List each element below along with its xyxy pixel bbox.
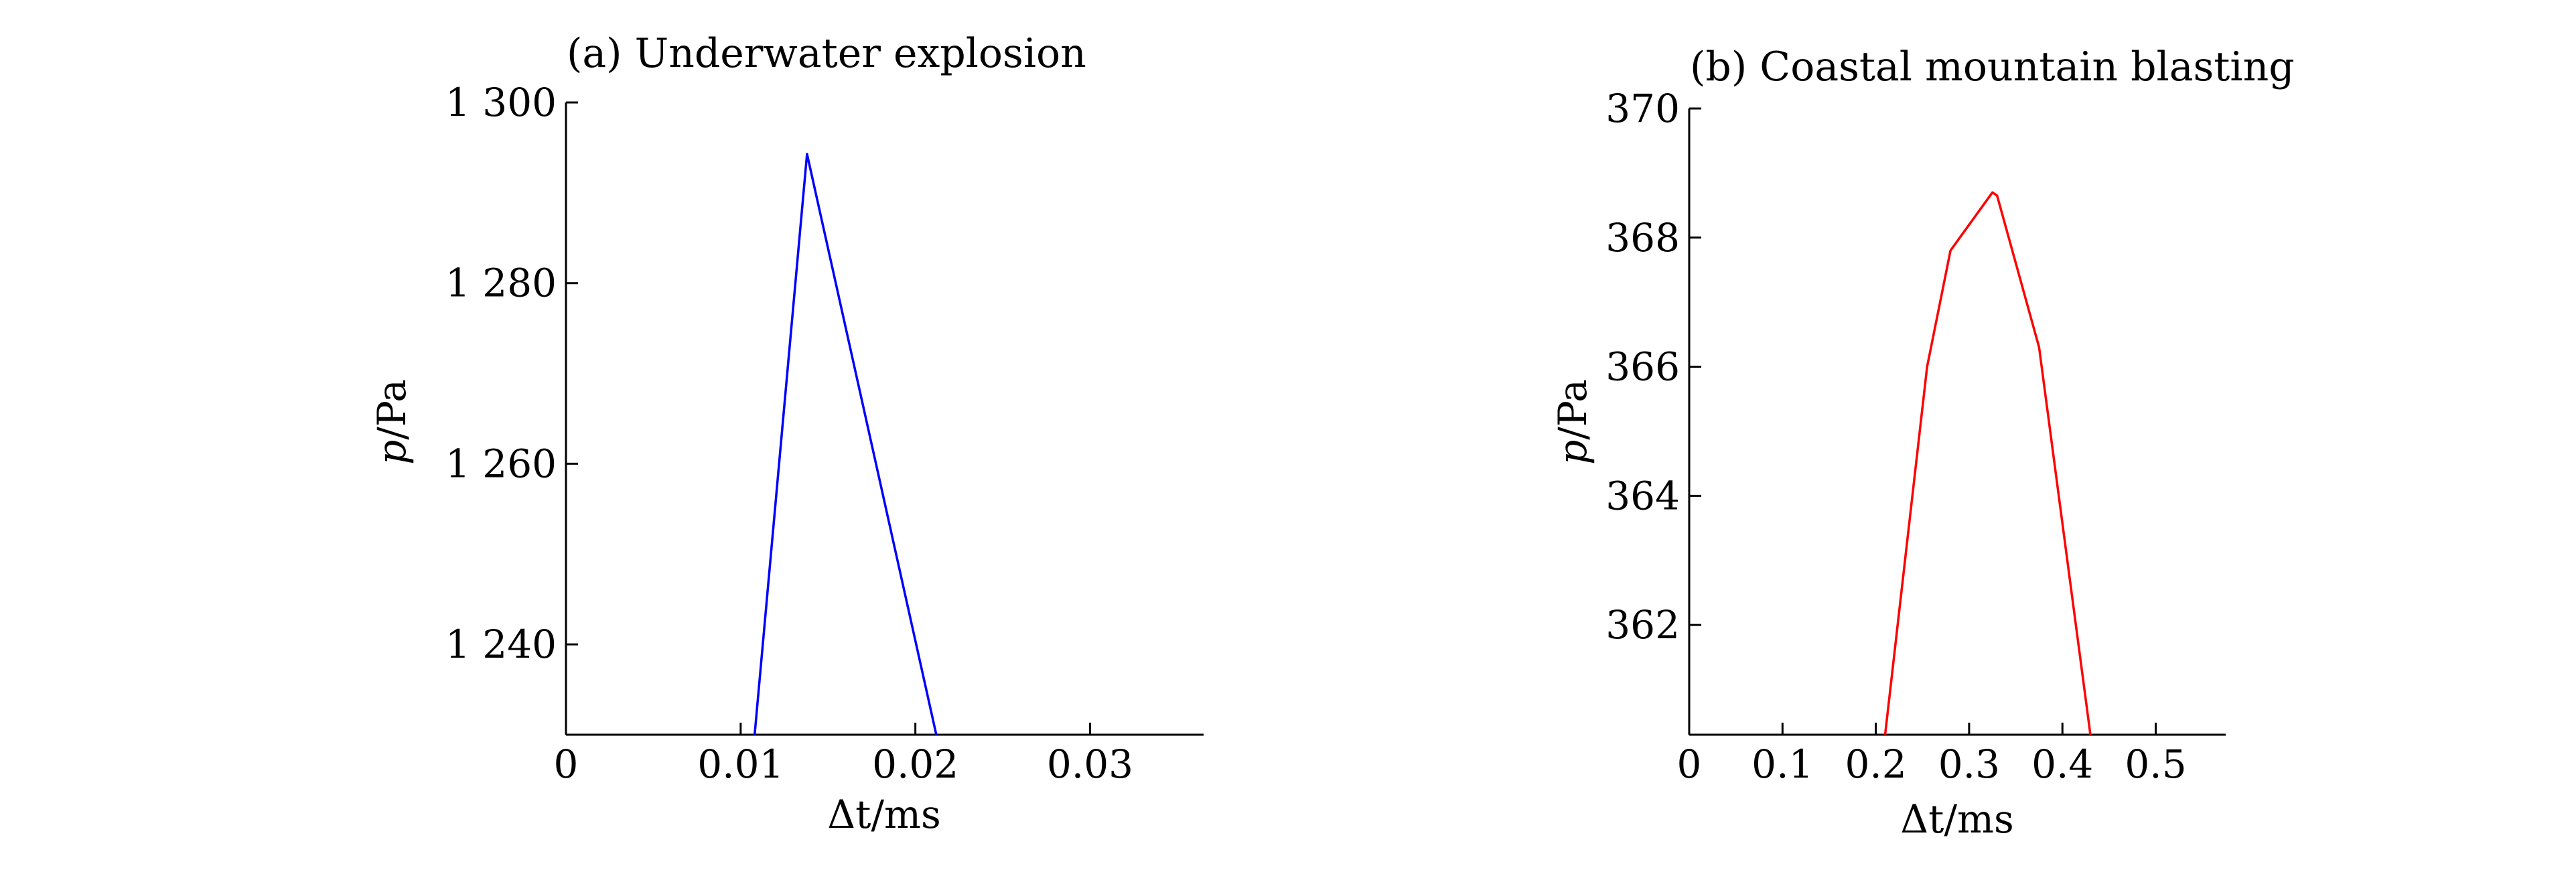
panel-a-y-tick-label: 1 300 [445,80,557,125]
panel-a-x-tick-label: 0 [554,741,579,787]
panel-a-y-tick-label: 1 280 [445,261,557,306]
panel-a-x-ticks: 0 0.01 0.02 0.03 [554,723,1133,787]
delta-t-symbol: Δt [1900,796,1944,842]
panel-b-title: (b) Coastal mountain blasting [1690,44,2295,90]
panel-b-y-tick-label: 368 [1605,215,1680,261]
panel-b-y-tick-label: 370 [1605,86,1680,131]
panel-a-y-ticks: 1 240 1 260 1 280 1 300 [445,80,578,667]
panel-a-x-tick-label: 0.01 [697,741,784,787]
panel-a-series-line [753,153,938,735]
panel-a-x-axis-label: Δt/ms [827,792,941,837]
panel-a-y-tick-label: 1 260 [445,441,557,486]
panel-b-x-tick-label: 0.1 [1751,741,1813,787]
panel-b: (b) Coastal mountain blasting 3623643663… [1550,44,2295,842]
panel-b-x-tick-label: 0.5 [2125,741,2186,787]
panel-a: (a) Underwater explosion 1 240 1 260 1 280… [369,30,1204,837]
panel-a-x-tick-label: 0.02 [872,741,958,787]
panel-a-title: (a) Underwater explosion [567,30,1086,77]
panel-b-y-tick-label: 366 [1605,344,1680,390]
panel-b-x-tick-label: 0.4 [2031,741,2093,787]
panel-a-y-axis-label: p/Pa [369,379,415,465]
panel-b-y-ticks: 362 364 366 368 370 [1605,86,1701,648]
panel-b-series-line [1883,191,2092,735]
delta-t-symbol: Δt [827,792,871,837]
panel-b-y-tick-label: 362 [1605,602,1680,648]
panel-b-x-tick-label: 0 [1677,741,1702,787]
panel-a-y-tick-label: 1 240 [445,622,557,667]
panel-b-y-tick-label: 364 [1605,473,1680,518]
panel-b-y-axis-label: p/Pa [1550,379,1595,465]
panel-a-x-tick-label: 0.03 [1047,741,1133,787]
panel-b-x-tick-label: 0.3 [1938,741,2000,787]
panel-b-x-ticks: 0 0.1 0.2 0.3 0.4 0.5 [1677,723,2187,787]
panel-b-x-tick-label: 0.2 [1845,741,1906,787]
panel-b-x-axis-label: Δt/ms [1900,796,2014,842]
